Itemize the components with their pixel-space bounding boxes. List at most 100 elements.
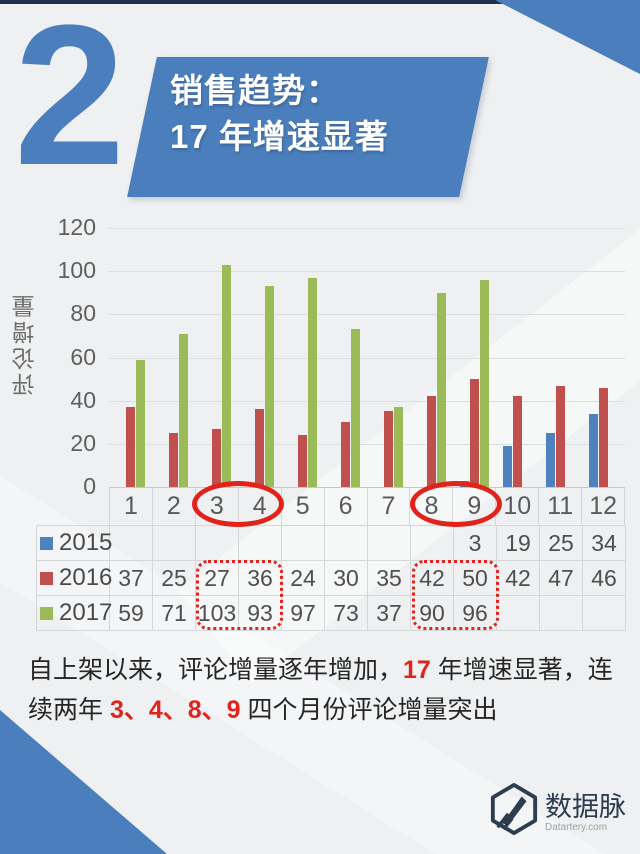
bar-2017-month-4 (265, 286, 274, 487)
bar-2017-month-2 (179, 334, 188, 487)
bar-group-month-2 (152, 228, 195, 487)
bar-2017-month-8 (437, 293, 446, 487)
bar-2016-month-8 (427, 396, 436, 487)
bar-group-month-6 (324, 228, 367, 487)
bar-group-month-11 (539, 228, 582, 487)
bar-2015-month-12 (589, 414, 598, 487)
table-cell-2015-month-3 (196, 526, 239, 561)
y-tick-100: 100 (57, 257, 96, 284)
top-navy-strip (0, 0, 520, 4)
top-right-triangle (495, 0, 640, 74)
table-cell-2017-month-5: 97 (282, 596, 325, 631)
dotted-box-columns-8-9 (412, 560, 499, 630)
legend-swatch-2017 (40, 606, 53, 620)
brand-logo: 数据脉 Datartery.com (489, 782, 626, 836)
bar-2017-month-9 (480, 280, 489, 487)
bar-2015-month-11 (546, 433, 555, 487)
bar-2016-month-10 (513, 396, 522, 487)
table-row-header-2017: 2017 (37, 596, 112, 631)
gridline-20 (109, 443, 625, 445)
table-cell-2015-month-1 (110, 526, 153, 561)
hexagon-pen-icon (490, 783, 538, 835)
month-label-10: 10 (495, 488, 538, 525)
title-line-2: 17 年增速显著 (170, 118, 389, 155)
y-tick-20: 20 (70, 429, 96, 456)
month-label-12: 12 (581, 488, 626, 525)
bar-2016-month-9 (470, 379, 479, 487)
dotted-box-columns-3-4 (196, 560, 283, 630)
table-cell-2016-month-4: 36 (239, 561, 282, 596)
table-cell-2016-month-1: 37 (110, 561, 153, 596)
y-tick-120: 120 (57, 214, 96, 240)
y-tick-80: 80 (70, 300, 96, 327)
table-cell-2017-month-4: 93 (239, 596, 282, 631)
table-cell-2015-month-7 (368, 526, 411, 561)
table-cell-2015-month-10: 19 (497, 526, 540, 561)
bar-group-month-12 (582, 228, 625, 487)
table-cell-2016-month-5: 24 (282, 561, 325, 596)
table-cell-2016-month-11: 47 (540, 561, 583, 596)
bar-2016-month-12 (599, 388, 608, 487)
legend-label-2016: 2016 (59, 564, 113, 591)
bar-chart-plot-area (109, 228, 625, 487)
bar-2016-month-3 (212, 429, 221, 487)
table-cell-2017-month-10 (497, 596, 540, 631)
table-cell-2015-month-12: 34 (583, 526, 626, 561)
table-cell-2015-month-11: 25 (540, 526, 583, 561)
summary-segment-2: 年增速显著，连续两年 (28, 656, 613, 724)
table-row-header-2016: 2016 (37, 561, 113, 596)
summary-text: 自上架以来，评论增量逐年增加，17 年增速显著，连续两年 3、4、8、9 四个月… (28, 650, 628, 730)
red-ellipse-months-8-9 (410, 481, 502, 527)
table-cell-2015-month-8 (411, 526, 454, 561)
bar-2015-month-10 (503, 446, 512, 487)
table-cell-2015-month-6 (325, 526, 368, 561)
table-cell-2015-month-2 (153, 526, 196, 561)
summary-segment-3: 3、4、8、9 (109, 696, 241, 724)
bar-2017-month-5 (308, 278, 317, 487)
table-cell-2015-month-4 (239, 526, 282, 561)
month-label-1: 1 (109, 488, 152, 525)
x-axis-month-labels: 1 2 3 4 5 6 7 8 9 10 11 12 (109, 487, 626, 525)
month-label-5: 5 (280, 488, 324, 525)
bar-group-month-10 (496, 228, 539, 487)
bar-group-month-5 (281, 228, 324, 487)
bar-2017-month-1 (136, 360, 145, 487)
bar-2016-month-7 (384, 411, 393, 487)
table-cell-2016-month-7: 35 (368, 561, 411, 596)
table-cell-2017-month-1: 59 (110, 596, 153, 631)
logo-name: 数据脉 (545, 792, 626, 822)
title-line-1: 销售趋势： (170, 72, 340, 109)
table-cell-2017-month-11 (540, 596, 583, 631)
bar-2016-month-1 (126, 407, 135, 487)
gridline-120 (109, 228, 625, 229)
month-label-7: 7 (366, 488, 410, 525)
bar-2016-month-11 (556, 386, 565, 487)
month-label-2: 2 (151, 488, 195, 525)
bar-group-month-9 (453, 228, 496, 487)
chart-data-table: 2015 3 19 25 34 2016 37 25 27 36 24 30 35 42 50 42 47 46 2… (36, 525, 626, 631)
bar-2017-month-7 (394, 407, 403, 487)
summary-segment-1: 17 (403, 656, 431, 684)
bar-2017-month-6 (351, 329, 360, 487)
table-cell-2017-month-12 (583, 596, 626, 631)
gridline-80 (109, 314, 625, 316)
page-title: 销售趋势： 17 年增速显著 (170, 68, 470, 160)
month-label-6: 6 (323, 488, 367, 525)
table-cell-2017-month-2: 71 (153, 596, 196, 631)
logo-url: Datartery.com (545, 822, 608, 833)
bar-group-month-4 (238, 228, 281, 487)
month-label-11: 11 (538, 488, 581, 525)
gridline-100 (109, 271, 625, 273)
table-row-header-2015: 2015 (37, 526, 112, 561)
table-cell-2015-month-5 (282, 526, 325, 561)
bar-group-month-8 (410, 228, 453, 487)
table-cell-2016-month-2: 25 (153, 561, 196, 596)
table-cell-2016-month-10: 42 (497, 561, 540, 596)
table-cell-2017-month-7: 37 (368, 596, 411, 631)
table-cell-2016-month-6: 30 (325, 561, 368, 596)
y-tick-40: 40 (70, 386, 96, 413)
table-cell-2017-month-8: 90 (411, 596, 454, 631)
legend-swatch-2016 (40, 571, 53, 585)
bar-2016-month-5 (298, 435, 307, 487)
legend-swatch-2015 (40, 536, 53, 550)
